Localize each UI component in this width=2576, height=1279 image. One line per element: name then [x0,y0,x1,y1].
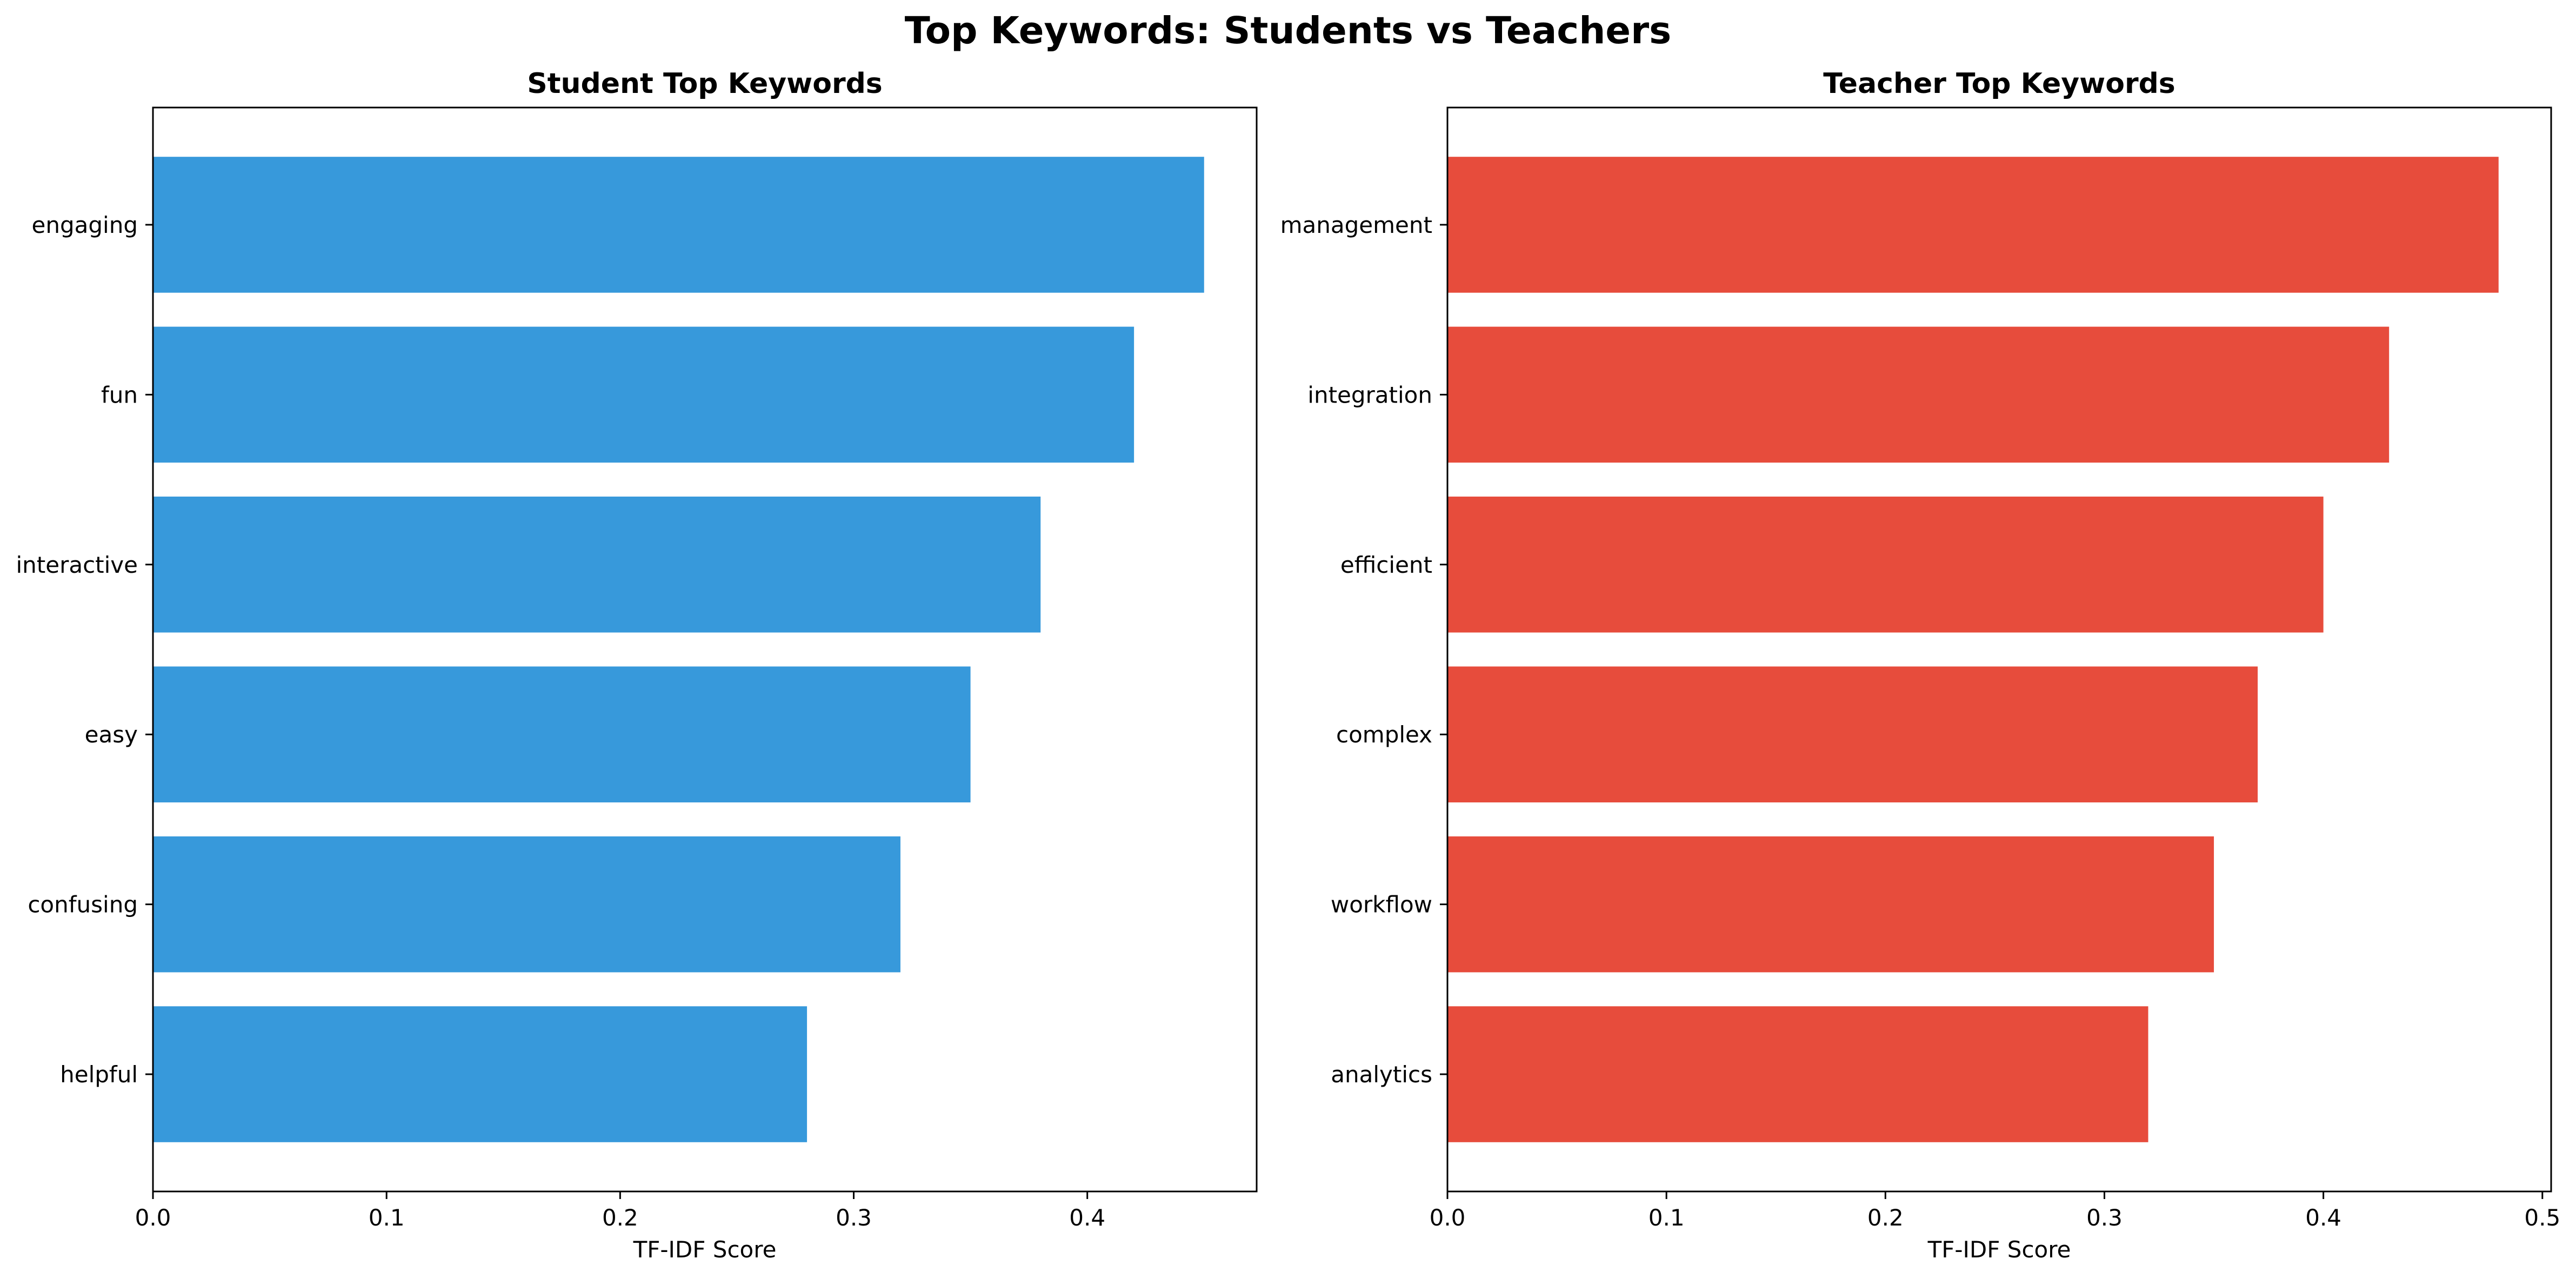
teacher-xtick-label: 0.4 [2305,1204,2341,1231]
teacher-keywords-panel: Teacher Top Keywords management integratio… [1280,68,2561,1263]
teacher-bar-management [1447,157,2499,293]
teacher-xtick-label: 0.5 [2524,1204,2560,1231]
teacher-ytick-label-workflow: workflow [1331,892,1432,918]
student-bar-helpful [153,1006,807,1142]
teacher-bar-workflow [1447,836,2214,973]
teacher-panel-title: Teacher Top Keywords [1823,68,2175,100]
student-ytick-label-interactive: interactive [16,552,138,578]
teacher-bar-efficient [1447,497,2324,633]
student-ytick-label-fun: fun [101,381,138,408]
teacher-bar-integration [1447,326,2390,463]
teacher-xtick-label: 0.0 [1430,1204,1466,1231]
student-bar-interactive [153,497,1041,633]
student-bar-fun [153,326,1134,463]
student-ytick-label-engaging: engaging [32,212,138,238]
student-keywords-panel: Student Top Keywords engaging fun interacti… [16,68,1258,1263]
teacher-ytick-label-analytics: analytics [1331,1061,1432,1088]
teacher-bar-analytics [1447,1006,2148,1142]
student-x-axis-label: TF-IDF Score [633,1236,777,1263]
student-panel-title: Student Top Keywords [527,68,883,100]
student-xtick-label: 0.1 [369,1204,405,1231]
student-axes-frame [152,106,1258,1193]
student-bar-confusing [153,836,900,973]
teacher-ytick-label-complex: complex [1336,721,1432,748]
student-ytick-label-confusing: confusing [28,892,138,918]
student-ytick-label-helpful: helpful [60,1061,138,1088]
student-xtick-label: 0.3 [836,1204,872,1231]
teacher-axes-frame [1446,106,2552,1193]
teacher-ytick-label-efficient: efficient [1340,552,1432,578]
teacher-ytick-label-management: management [1280,212,1432,238]
teacher-xtick-label: 0.3 [2086,1204,2123,1231]
student-xtick-label: 0.2 [602,1204,638,1231]
teacher-x-axis-label: TF-IDF Score [1927,1236,2071,1263]
figure-title: Top Keywords: Students vs Teachers [905,9,1671,52]
student-xtick-label: 0.0 [135,1204,171,1231]
student-bar-engaging [153,157,1204,293]
teacher-bar-complex [1447,666,2258,802]
teacher-xtick-label: 0.1 [1649,1204,1685,1231]
teacher-ytick-label-integration: integration [1307,381,1432,408]
student-xtick-label: 0.4 [1069,1204,1105,1231]
teacher-xtick-label: 0.2 [1867,1204,1904,1231]
student-ytick-label-easy: easy [85,721,138,748]
student-bar-easy [153,666,971,802]
